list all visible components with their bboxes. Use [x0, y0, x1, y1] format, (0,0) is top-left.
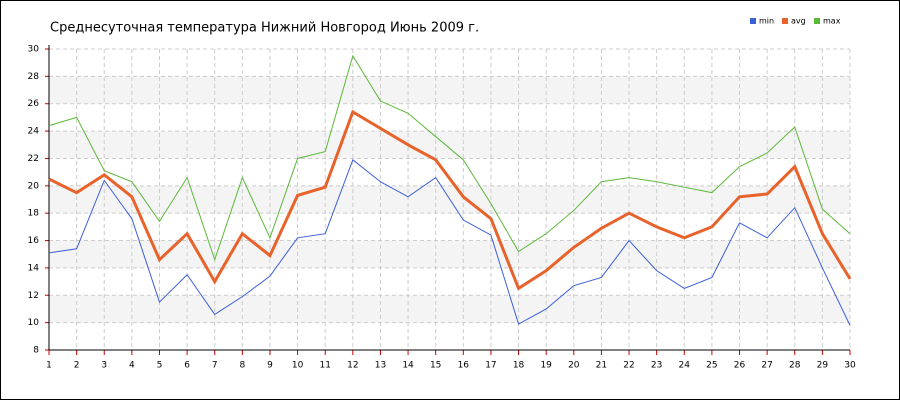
x-tick-label: 19: [540, 361, 552, 371]
y-tick-label: 18: [28, 209, 40, 219]
y-tick-label: 30: [28, 45, 40, 55]
x-tick-label: 16: [458, 361, 470, 371]
x-tick-label: 21: [596, 361, 607, 371]
y-tick-label: 8: [33, 346, 39, 356]
y-tick-label: 20: [28, 181, 40, 191]
chart-title: Среднесуточная температура Нижний Новгор…: [50, 21, 479, 36]
legend-swatch: [750, 18, 756, 24]
x-tick-label: 1: [46, 361, 52, 371]
legend-label: max: [823, 17, 841, 26]
y-tick-label: 14: [28, 263, 40, 273]
y-tick-label: 28: [28, 72, 40, 82]
band: [49, 131, 850, 159]
y-tick-label: 10: [28, 318, 40, 328]
x-tick-label: 7: [212, 361, 218, 371]
x-tick-label: 24: [679, 361, 691, 371]
x-tick-label: 10: [292, 361, 304, 371]
x-tick-label: 25: [706, 361, 717, 371]
x-tick-label: 23: [651, 361, 662, 371]
legend-label: min: [759, 17, 774, 26]
series-line: [48, 54, 851, 262]
x-tick-label: 28: [789, 361, 801, 371]
y-tick-label: 24: [28, 127, 40, 137]
y-tick-label: 22: [28, 154, 39, 164]
legend-label: avg: [791, 17, 806, 26]
band: [49, 295, 850, 323]
y-tick-label: 12: [28, 291, 39, 301]
y-tick-label: 26: [28, 99, 40, 109]
x-tick-label: 26: [734, 361, 746, 371]
x-tick-label: 30: [844, 361, 856, 371]
legend-swatch: [814, 18, 820, 24]
x-tick-label: 13: [375, 361, 386, 371]
band: [49, 76, 850, 104]
series-line: [48, 109, 852, 291]
x-tick-label: 15: [430, 361, 441, 371]
legend-swatch: [782, 18, 788, 24]
series-line: [48, 159, 851, 326]
x-tick-label: 20: [568, 361, 580, 371]
x-tick-label: 5: [157, 361, 163, 371]
x-tick-label: 4: [129, 361, 135, 371]
band: [49, 240, 850, 268]
x-tick-label: 8: [239, 361, 245, 371]
x-tick-label: 2: [74, 361, 80, 371]
x-tick-label: 14: [402, 361, 414, 371]
x-tick-label: 6: [184, 361, 190, 371]
y-tick-label: 16: [28, 236, 40, 246]
x-tick-label: 3: [101, 361, 107, 371]
x-tick-label: 18: [513, 361, 525, 371]
x-tick-label: 9: [267, 361, 273, 371]
x-tick-label: 17: [485, 361, 496, 371]
x-tick-label: 27: [761, 361, 772, 371]
x-tick-label: 29: [817, 361, 829, 371]
x-tick-label: 12: [347, 361, 358, 371]
x-tick-label: 22: [623, 361, 634, 371]
x-tick-label: 11: [319, 361, 330, 371]
